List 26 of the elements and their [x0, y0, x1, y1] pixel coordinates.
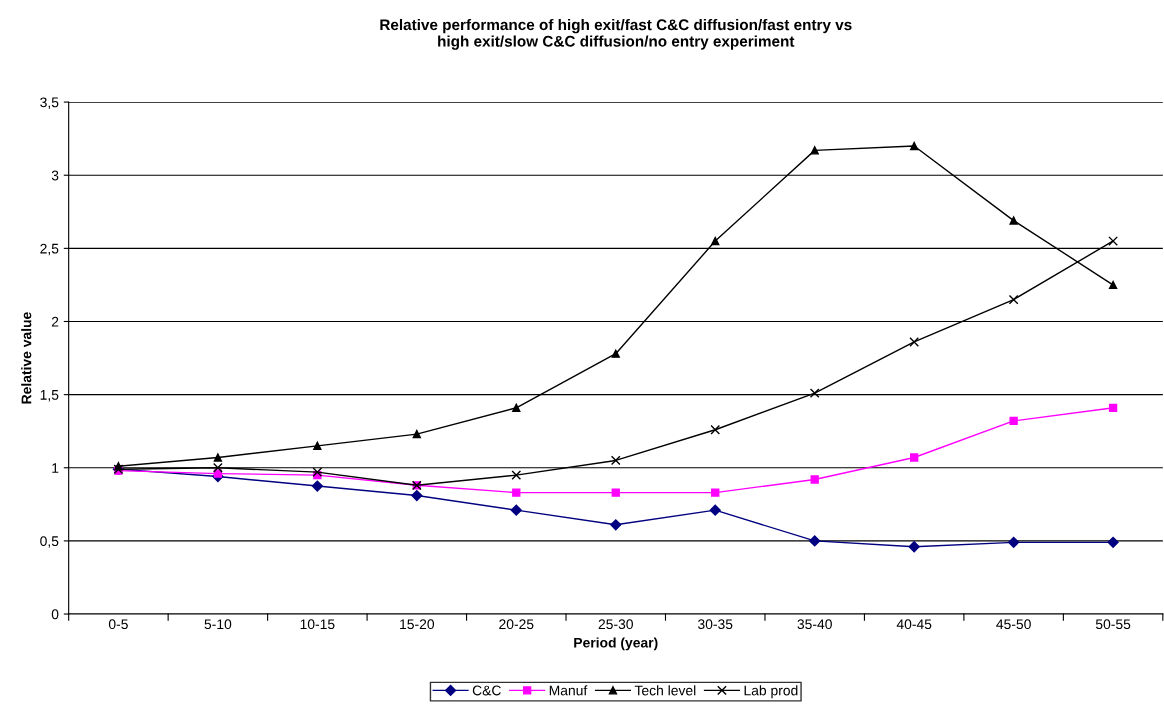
- x-tick-label: 30-35: [698, 619, 733, 630]
- x-tick-label: 10-15: [300, 619, 335, 630]
- chart-title: Relative performance of high exit/fast C&C diffusion/fast entry vs high exit/slow C&C diffusion/no entry experiment: [380, 18, 852, 50]
- legend-label: C&C: [472, 685, 501, 696]
- x-tick-label: 25-30: [598, 619, 633, 630]
- y-tick-label: 0,5: [40, 536, 59, 548]
- x-tick-label: 15-20: [400, 619, 435, 630]
- legend-label: Manuf: [549, 685, 588, 696]
- y-tick-label: 3: [51, 170, 59, 181]
- x-tick-label: 35-40: [797, 619, 832, 630]
- x-axis-title: Period (year): [574, 637, 658, 651]
- x-tick-label: 20-25: [499, 619, 534, 630]
- x-tick-label: 45-50: [996, 619, 1031, 630]
- x-tick-label: 0-5: [108, 619, 128, 630]
- y-tick-label: 1,5: [40, 390, 59, 402]
- x-tick-label: 5-10: [204, 619, 232, 630]
- y-tick-label: 2: [51, 316, 59, 327]
- y-tick-label: 3,5: [40, 97, 59, 109]
- y-tick-label: 2,5: [40, 243, 59, 256]
- y-axis-title: Relative value: [21, 312, 32, 404]
- y-tick-label: 1: [52, 463, 59, 473]
- y-tick-label: 0: [51, 609, 59, 620]
- x-tick-label: 50-55: [1095, 619, 1131, 630]
- legend-label: Lab prod: [744, 685, 798, 699]
- x-tick-label: 40-45: [896, 619, 932, 630]
- legend-label: Tech level: [634, 685, 696, 696]
